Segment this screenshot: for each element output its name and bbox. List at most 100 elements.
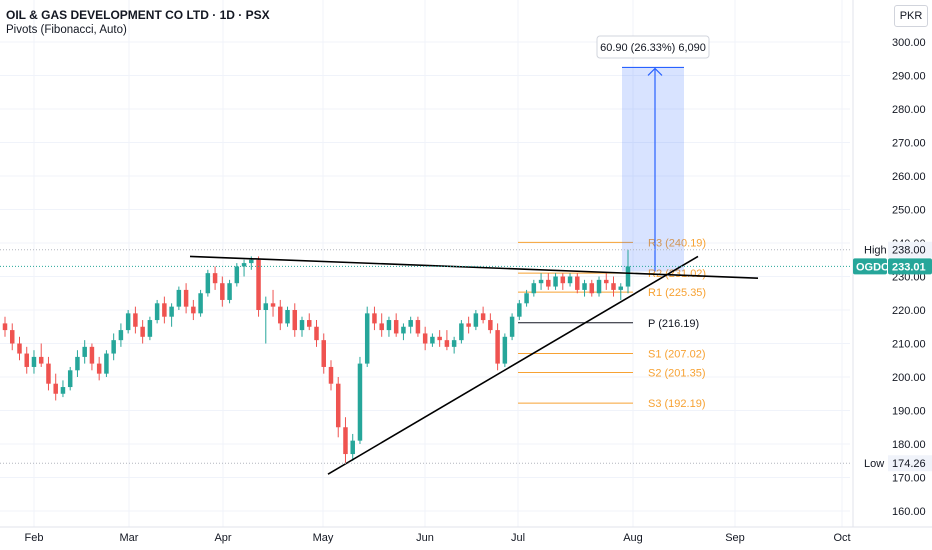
candle-body bbox=[82, 346, 87, 357]
time-tick-label: May bbox=[313, 532, 334, 544]
candle-body bbox=[488, 320, 493, 331]
candle-body bbox=[118, 330, 124, 341]
candle-body bbox=[335, 383, 341, 428]
candle-body bbox=[104, 353, 109, 374]
trendline-2 bbox=[327, 255, 699, 475]
candle-body bbox=[31, 356, 37, 367]
candle-body bbox=[451, 340, 457, 347]
candle-body bbox=[524, 293, 529, 304]
currency-badge[interactable]: PKR bbox=[894, 5, 928, 27]
indicator-legend[interactable]: Pivots (Fibonacci, Auto) bbox=[6, 24, 127, 36]
candle-body bbox=[401, 326, 406, 334]
price-tick-label: 300.00 bbox=[892, 37, 926, 49]
candle-body bbox=[379, 323, 384, 331]
high-value: 238.00 bbox=[892, 245, 926, 257]
price-tick-label: 230.00 bbox=[892, 272, 926, 284]
candle-body bbox=[437, 336, 442, 341]
candle-body bbox=[278, 306, 283, 324]
measure-arrow-head bbox=[647, 67, 663, 76]
candle-body bbox=[67, 370, 73, 388]
price-tick-label: 160.00 bbox=[892, 506, 926, 518]
price-tick-label: 170.00 bbox=[892, 473, 926, 485]
candle-body bbox=[611, 283, 616, 290]
pivot-label-s1: S1 (207.02) bbox=[648, 348, 705, 360]
candle-body bbox=[415, 320, 421, 334]
price-tick-label: 280.00 bbox=[892, 104, 926, 116]
candle-body bbox=[249, 259, 254, 264]
candle-body bbox=[422, 333, 428, 344]
low-label: Low bbox=[864, 458, 884, 470]
candle-body bbox=[292, 310, 298, 331]
candle-body bbox=[314, 326, 319, 341]
time-tick-label: Sep bbox=[725, 532, 745, 544]
candle-body bbox=[198, 293, 203, 314]
candle-body bbox=[625, 266, 631, 287]
symbol-badge-bg bbox=[853, 258, 887, 275]
candle-body bbox=[307, 320, 312, 327]
candle-body bbox=[517, 303, 522, 317]
candle-body bbox=[9, 330, 15, 344]
candle-body bbox=[386, 320, 392, 331]
candle-body bbox=[176, 289, 182, 307]
candle-body bbox=[111, 340, 116, 354]
candle-body bbox=[46, 363, 51, 384]
candle-body bbox=[133, 313, 138, 327]
candle-body bbox=[17, 343, 22, 354]
candle-body bbox=[372, 313, 377, 324]
low-value-bg bbox=[888, 455, 932, 472]
time-axis: Feb Mar Apr May Jun Jul Aug Sep Oct bbox=[0, 526, 932, 544]
candle-body bbox=[162, 303, 167, 317]
price-tick-label: 250.00 bbox=[892, 205, 926, 217]
candle-body bbox=[256, 259, 261, 310]
candle-body bbox=[321, 340, 326, 367]
candle-body bbox=[96, 363, 102, 374]
candle-body bbox=[604, 279, 609, 284]
candle-body bbox=[285, 310, 290, 324]
measure-tool: 60.90 (26.33%) 6,090 bbox=[596, 35, 710, 272]
price-axis: 160.00 170.00 180.00 190.00 200.00 210.00 220.… bbox=[0, 0, 932, 527]
high-value-bg bbox=[888, 241, 932, 258]
candle-body bbox=[473, 313, 479, 327]
candle-body bbox=[75, 356, 80, 371]
last-price-badge-bg bbox=[888, 258, 932, 275]
candle-body bbox=[444, 340, 450, 347]
pivot-label-r3: R3 (240.19) bbox=[648, 237, 706, 249]
time-tick-label: Jun bbox=[416, 532, 434, 544]
candle-body bbox=[147, 320, 153, 337]
candle-body bbox=[509, 316, 515, 337]
candle-body bbox=[466, 323, 471, 327]
price-tick-label: 260.00 bbox=[892, 171, 926, 183]
candle-body bbox=[38, 356, 44, 364]
candle-body bbox=[408, 320, 413, 327]
candle-body bbox=[364, 313, 370, 364]
candle-body bbox=[169, 306, 174, 317]
price-tick-label: 220.00 bbox=[892, 305, 926, 317]
candle-body bbox=[546, 279, 551, 287]
candle-body bbox=[582, 283, 587, 290]
candle-body bbox=[299, 320, 305, 331]
candle-body bbox=[234, 266, 240, 284]
time-tick-label: Jul bbox=[511, 532, 525, 544]
candle-body bbox=[191, 306, 196, 314]
candle-body bbox=[560, 276, 566, 284]
symbol-badge: OGDC bbox=[856, 261, 889, 273]
candlestick-series bbox=[2, 249, 631, 465]
candle-body bbox=[53, 383, 58, 394]
candle-body bbox=[183, 289, 189, 307]
pivot-label-r1: R1 (225.35) bbox=[648, 287, 706, 299]
pivot-label-p: P (216.19) bbox=[648, 318, 699, 330]
candle-body bbox=[618, 286, 624, 290]
candle-body bbox=[553, 276, 558, 287]
pivot-label-s2: S2 (201.35) bbox=[648, 367, 705, 379]
candle-body bbox=[538, 279, 544, 284]
price-tick-label: 270.00 bbox=[892, 138, 926, 150]
price-tick-label: 210.00 bbox=[892, 339, 926, 351]
candle-body bbox=[502, 336, 508, 364]
candle-body bbox=[24, 353, 29, 367]
candle-body bbox=[60, 387, 66, 394]
candle-body bbox=[430, 336, 435, 344]
candle-body bbox=[589, 283, 595, 294]
chart-title: OIL & GAS DEVELOPMENT CO LTD · 1D · PSX bbox=[6, 8, 270, 22]
candle-body bbox=[459, 323, 464, 341]
